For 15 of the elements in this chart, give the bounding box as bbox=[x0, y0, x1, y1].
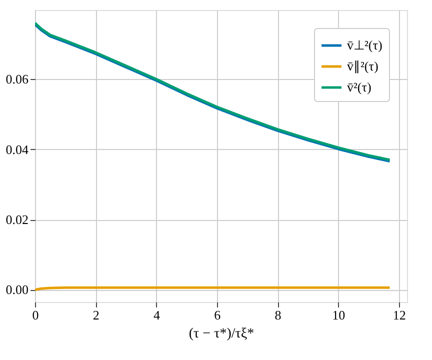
x-tick-label: 0 bbox=[32, 308, 39, 322]
x-axis-title: (τ − τ*)/τξ* bbox=[188, 326, 254, 342]
x-tick-label: 12 bbox=[392, 308, 406, 322]
legend-label: v̄∥²(τ) bbox=[347, 58, 378, 74]
x-tick-label: 6 bbox=[214, 308, 222, 322]
y-tick-label: 0.06 bbox=[6, 72, 29, 87]
y-tick-label: 0.04 bbox=[6, 142, 29, 157]
legend-label: v̄⊥²(τ) bbox=[347, 38, 382, 52]
x-tick-label: 8 bbox=[274, 308, 282, 322]
legend-label: v̄²(τ) bbox=[347, 80, 372, 94]
x-tick-label: 2 bbox=[92, 308, 100, 322]
y-tick-label: 0.02 bbox=[6, 212, 28, 228]
x-tick-label: 10 bbox=[332, 308, 346, 322]
x-tick-label: 4 bbox=[154, 308, 161, 322]
y-tick-label: 0.00 bbox=[6, 282, 28, 298]
